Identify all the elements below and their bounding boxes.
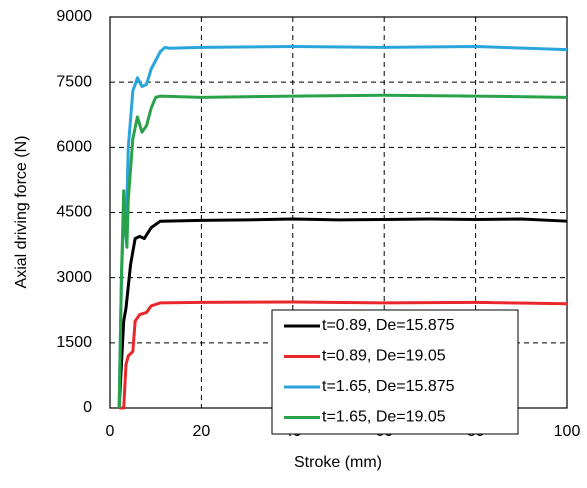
- y-tick-label: 7500: [56, 73, 92, 90]
- y-tick-label: 6000: [56, 139, 92, 156]
- legend-label: t=1.65, De=15.875: [322, 378, 455, 395]
- y-tick-label: 4500: [56, 204, 92, 221]
- legend-label: t=0.89, De=15.875: [322, 317, 455, 334]
- legend-label: t=1.65, De=19.05: [322, 409, 446, 426]
- series-line: [117, 217, 568, 409]
- y-tick-label: 9000: [56, 8, 92, 25]
- y-tick-label: 1500: [56, 334, 92, 351]
- series-line: [119, 300, 568, 410]
- x-tick-label: 20: [193, 423, 211, 440]
- x-tick-label: 0: [106, 423, 115, 440]
- y-tick-label: 0: [83, 399, 92, 416]
- legend-label: t=0.89, De=19.05: [322, 348, 446, 365]
- series-line: [117, 93, 568, 409]
- x-axis-label: Stroke (mm): [294, 454, 382, 471]
- x-tick-label: 100: [554, 423, 581, 440]
- y-axis-label: Axial driving force (N): [13, 136, 30, 289]
- legend-box: [271, 309, 519, 435]
- y-tick-label: 3000: [56, 269, 92, 286]
